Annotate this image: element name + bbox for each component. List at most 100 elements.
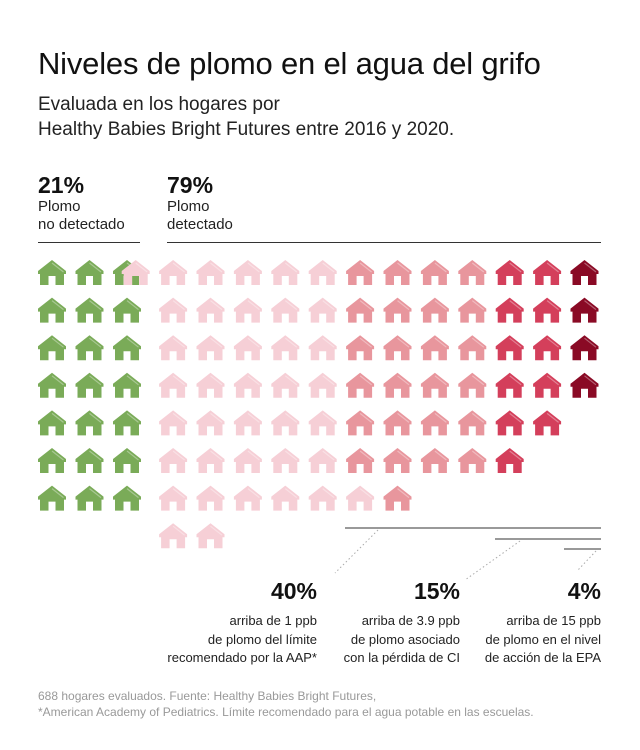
house-above-1ppb [420, 410, 449, 436]
house-detected-low [159, 260, 188, 285]
house-detected-low [233, 485, 262, 511]
leader-40 [334, 529, 379, 574]
footer-note: 688 hogares evaluados. Fuente: Healthy B… [38, 688, 534, 720]
callout-40-line-3: recomendado por la AAP* [167, 650, 317, 665]
house-above-3-9ppb [533, 297, 562, 323]
group-detected: 79% Plomo detectado [167, 172, 233, 234]
house-detected-low [159, 485, 188, 511]
house-not-detected [38, 335, 66, 361]
house-above-15ppb [570, 335, 599, 361]
house-detected-low [271, 260, 300, 285]
house-above-3-9ppb [495, 297, 524, 323]
house-above-1ppb [383, 260, 412, 285]
callout-40-pct: 40% [270, 578, 317, 604]
callout-4-line-1: arriba de 15 ppb [506, 613, 601, 628]
house-not-detected [38, 372, 66, 398]
not-detected-label-2: no detectado [38, 216, 125, 233]
house-detected-low [196, 485, 225, 511]
house-detected-low [159, 523, 188, 549]
house-above-3-9ppb [495, 260, 524, 285]
callout-15-pct: 15% [413, 578, 460, 604]
house-detected-low [271, 372, 300, 398]
house-detected-low [346, 485, 375, 511]
house-not-detected [75, 410, 104, 436]
callout-4: 4% arriba de 15 ppb de plomo en el nivel… [461, 578, 601, 668]
house-above-3-9ppb [533, 335, 562, 361]
callout-4-line-2: de plomo en el nivel [485, 631, 601, 647]
house-not-detected [38, 485, 66, 511]
not-detected-label-1: Plomo [38, 198, 81, 215]
house-detected-low [271, 335, 300, 361]
callout-15-line-3: con la pérdida de CI [343, 650, 460, 665]
group-not-detected: 21% Plomo no detectado [38, 172, 125, 234]
callout-15-line-2: de plomo asociado [350, 631, 460, 647]
house-above-1ppb [383, 485, 412, 511]
house-above-3-9ppb [495, 335, 524, 361]
not-detected-pct: 21% [38, 172, 85, 198]
house-above-1ppb [420, 448, 449, 473]
house-above-1ppb [458, 335, 487, 361]
house-detected-low [121, 260, 150, 285]
house-above-1ppb [420, 297, 449, 323]
house-above-1ppb [458, 260, 487, 285]
chart-subtitle: Evaluada en los hogares por Healthy Babi… [38, 92, 454, 142]
house-not-detected [38, 260, 66, 285]
house-detected-low [308, 260, 337, 285]
house-above-3-9ppb [533, 410, 562, 436]
callout-4-pct: 4% [567, 578, 601, 604]
house-detected-low [233, 410, 262, 436]
house-detected-low [233, 448, 262, 473]
house-not-detected [75, 297, 104, 323]
house-not-detected [38, 410, 66, 436]
house-above-1ppb [346, 260, 375, 285]
house-above-1ppb [346, 410, 375, 436]
detected-label-1: Plomo [167, 198, 210, 215]
house-above-1ppb [458, 372, 487, 398]
footer-line-2: *American Academy of Pediatrics. Límite … [38, 705, 534, 719]
house-detected-low [271, 410, 300, 436]
subtitle-line-2: Healthy Babies Bright Futures entre 2016… [38, 119, 455, 140]
house-above-1ppb [420, 335, 449, 361]
callout-4-line-3: de acción de la EPA [484, 650, 601, 665]
house-above-3-9ppb [495, 448, 524, 473]
detected-rule [167, 242, 601, 243]
house-detected-low [308, 410, 337, 436]
house-above-1ppb [346, 335, 375, 361]
footer-line-1: 688 hogares evaluados. Fuente: Healthy B… [38, 689, 377, 703]
house-detected-low [159, 448, 188, 473]
leader-4 [577, 550, 597, 571]
house-detected-low [308, 485, 337, 511]
house-detected-low [159, 335, 188, 361]
callout-40-line-1: arriba de 1 ppb [229, 613, 317, 628]
house-above-1ppb [383, 335, 412, 361]
house-not-detected [113, 372, 141, 398]
house-detected-low [159, 372, 188, 398]
house-detected-low [308, 448, 337, 473]
house-above-15ppb [570, 372, 599, 398]
house-detected-low [271, 297, 300, 323]
house-detected-low [159, 297, 188, 323]
house-above-1ppb [383, 410, 412, 436]
callout-15: 15% arriba de 3.9 ppb de plomo asociado … [300, 578, 460, 668]
house-not-detected [113, 335, 141, 361]
house-above-1ppb [458, 410, 487, 436]
house-above-15ppb [570, 260, 599, 285]
detected-label-2: detectado [167, 216, 233, 233]
house-detected-low [233, 335, 262, 361]
callout-40-line-2: de plomo del límite [207, 631, 317, 647]
house-detected-low [271, 448, 300, 473]
house-above-3-9ppb [495, 372, 524, 398]
house-above-1ppb [420, 260, 449, 285]
house-not-detected [75, 335, 104, 361]
house-detected-low [196, 410, 225, 436]
house-not-detected [75, 260, 104, 285]
house-detected-low [159, 410, 188, 436]
house-not-detected [75, 485, 104, 511]
house-detected-low [196, 297, 225, 323]
house-detected-low [196, 448, 225, 473]
house-detected-low [308, 335, 337, 361]
house-above-1ppb [346, 372, 375, 398]
leader-15 [464, 540, 521, 581]
house-detected-low [308, 372, 337, 398]
